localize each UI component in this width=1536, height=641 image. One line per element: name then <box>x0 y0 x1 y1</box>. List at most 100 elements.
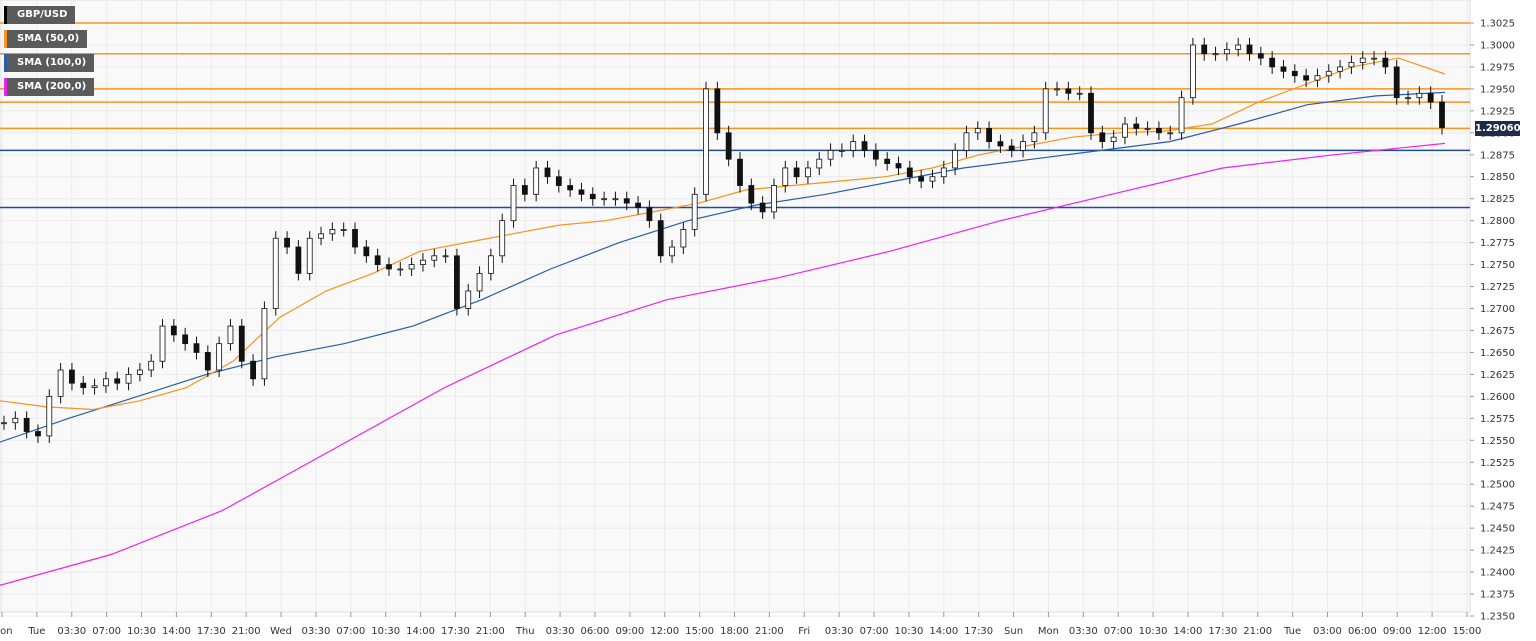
candle <box>1257 46 1264 66</box>
candle-body <box>1167 132 1174 135</box>
candle <box>906 160 913 184</box>
candle-body <box>1416 92 1423 99</box>
y-tick-label: 1.2650 <box>1480 348 1515 359</box>
candle-body <box>476 272 483 292</box>
candle-body <box>510 185 517 222</box>
candle <box>182 327 189 351</box>
candle <box>1325 64 1332 83</box>
x-tick-label: 07:00 <box>1104 626 1133 637</box>
x-tick-label: Tue <box>1283 626 1301 637</box>
candle <box>759 196 766 219</box>
y-tick-label: 1.2600 <box>1480 392 1515 403</box>
candle-body <box>906 167 913 178</box>
candle <box>997 134 1004 154</box>
candle <box>1110 130 1117 149</box>
candle-body <box>1008 145 1015 151</box>
y-tick-label: 1.2575 <box>1480 414 1515 425</box>
candle-body <box>997 141 1004 147</box>
candle <box>1427 86 1434 110</box>
candle-body <box>1212 53 1219 56</box>
candle <box>646 200 653 228</box>
candle-body <box>193 343 200 353</box>
x-tick-label: 18:00 <box>720 626 749 637</box>
candle-body <box>872 149 879 160</box>
candle <box>748 178 755 211</box>
candle-body <box>691 193 698 230</box>
candle <box>1189 37 1196 105</box>
sma100-line <box>0 91 1446 443</box>
candle-body <box>284 237 290 248</box>
candle <box>838 143 845 158</box>
candle <box>1291 64 1298 83</box>
last-price-label: 1.29060 <box>1475 121 1521 136</box>
candle-body <box>125 374 132 384</box>
candle <box>318 226 324 246</box>
candle-body <box>816 158 823 169</box>
candle-body <box>1 422 7 425</box>
candle-body <box>487 255 494 274</box>
candle <box>816 152 823 175</box>
x-tick-label: 09:00 <box>615 626 644 637</box>
candle-body <box>657 220 664 257</box>
candle <box>510 178 517 228</box>
x-tick-label: 12:00 <box>1418 626 1447 637</box>
candle-body <box>827 149 834 160</box>
candle <box>940 160 947 184</box>
candle <box>487 248 494 281</box>
candle <box>46 389 53 443</box>
candle-body <box>1405 97 1411 100</box>
candle <box>714 81 721 140</box>
candle-body <box>23 417 30 432</box>
candle <box>103 371 109 393</box>
candle <box>952 143 959 175</box>
candle <box>499 213 506 263</box>
candle-body <box>1291 70 1298 77</box>
y-tick-label: 1.2850 <box>1480 172 1515 183</box>
candle-body <box>1189 44 1196 99</box>
candle <box>827 143 834 167</box>
candle <box>612 191 619 206</box>
candle <box>623 191 630 211</box>
candle <box>691 187 698 237</box>
candle <box>216 336 223 378</box>
candle <box>1178 90 1185 140</box>
candle-body <box>895 163 902 169</box>
candle <box>963 125 970 158</box>
candle-body <box>1325 70 1332 77</box>
candle-body <box>238 325 245 362</box>
candle <box>1042 81 1049 140</box>
candle-body <box>850 141 857 151</box>
y-tick-label: 1.2475 <box>1480 502 1515 513</box>
candle-body <box>1133 123 1140 129</box>
x-tick-label: Fri <box>798 626 810 637</box>
candle-body <box>612 198 619 201</box>
candle-body <box>1156 128 1162 134</box>
candle <box>1020 134 1026 158</box>
candle-body <box>714 88 721 134</box>
y-tick-label: 1.2725 <box>1480 282 1515 293</box>
candle-body <box>352 229 358 248</box>
candle-body <box>635 202 641 208</box>
candle <box>352 222 358 255</box>
candle <box>397 261 404 277</box>
candle <box>861 134 868 158</box>
candle-body <box>57 369 64 397</box>
y-tick-label: 1.2400 <box>1480 568 1515 579</box>
candle-body <box>103 378 109 387</box>
candle <box>782 160 789 193</box>
candle-body <box>386 264 392 270</box>
candle <box>1359 51 1366 70</box>
candle-body <box>91 385 98 388</box>
candle <box>1223 42 1230 61</box>
candle-body <box>589 193 596 200</box>
candle-body <box>793 167 800 178</box>
candle-body <box>1235 44 1242 50</box>
candle-body <box>1393 66 1400 99</box>
y-tick-label: 1.2525 <box>1480 458 1515 469</box>
candle <box>23 411 30 439</box>
candle <box>793 160 800 184</box>
candle-body <box>1031 132 1038 143</box>
candle-body <box>521 185 528 195</box>
candle <box>170 319 177 342</box>
candle-body <box>533 167 540 195</box>
